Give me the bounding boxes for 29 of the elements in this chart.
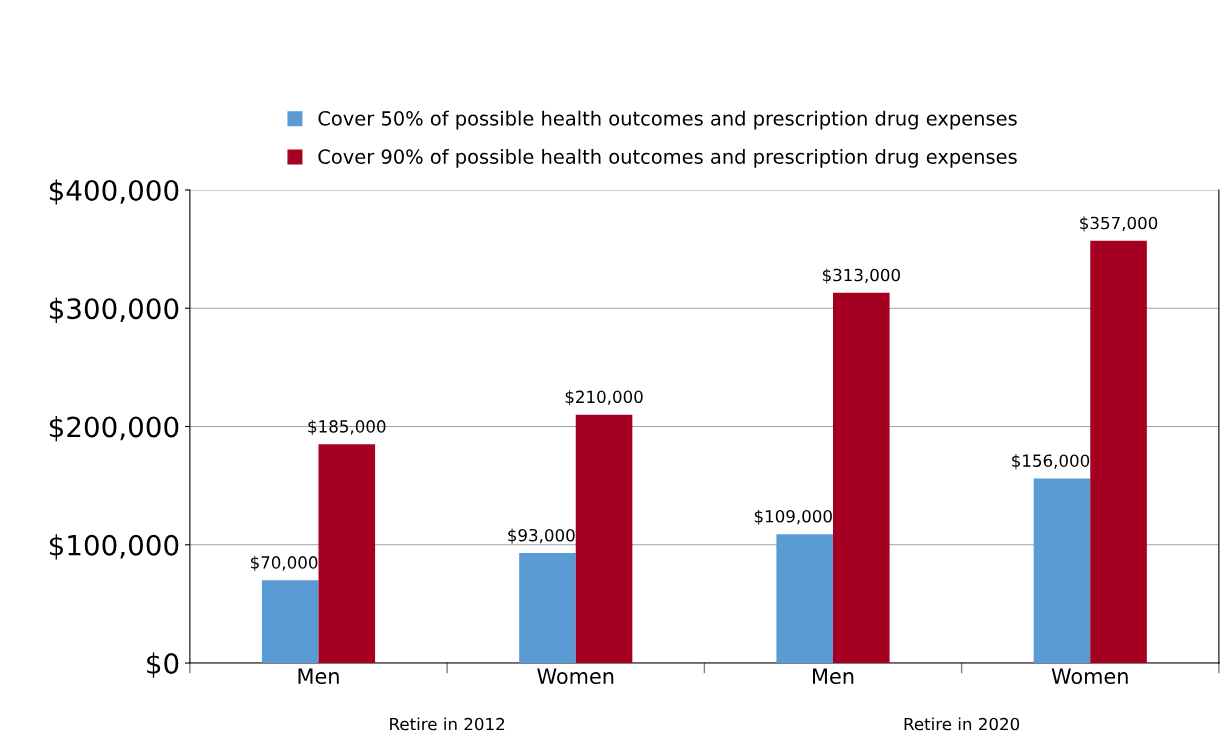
x-tick-label: Men	[813, 668, 854, 685]
data-label: $313,000	[822, 268, 900, 284]
legend-label: Cover 50% of possible health outcomes and prescription drug expenses	[318, 110, 1017, 130]
y-tick-label: $400,000	[49, 179, 179, 205]
text: Retire in 2012	[390, 717, 505, 731]
data-label: $210,000	[565, 390, 643, 406]
bar	[1090, 240, 1147, 664]
text: Retire in 2020	[904, 717, 1020, 731]
x-tick-label: Women	[537, 668, 614, 685]
data-label: $70,000	[250, 555, 318, 571]
y-tick-label: $300,000	[49, 297, 179, 323]
y-tick-label: $100,000	[49, 534, 179, 560]
bar	[261, 580, 319, 664]
bar	[318, 444, 376, 664]
bar	[575, 414, 633, 664]
bar	[519, 553, 576, 664]
y-tick-label: $0	[147, 652, 179, 678]
data-label: $93,000	[508, 528, 575, 544]
x-tick-label: Men	[298, 668, 339, 685]
bar	[833, 292, 890, 664]
bar	[776, 534, 833, 664]
x-tick-label: Women	[1051, 668, 1128, 685]
data-label: $185,000	[308, 419, 386, 435]
data-label: $357,000	[1080, 216, 1158, 232]
bar	[1033, 478, 1091, 664]
data-label: $156,000	[1012, 454, 1090, 470]
y-tick-label: $200,000	[49, 415, 179, 442]
legend-label: Cover 90% of possible health outcomes and prescription drug expenses	[318, 148, 1017, 168]
data-label: $109,000	[754, 509, 832, 525]
